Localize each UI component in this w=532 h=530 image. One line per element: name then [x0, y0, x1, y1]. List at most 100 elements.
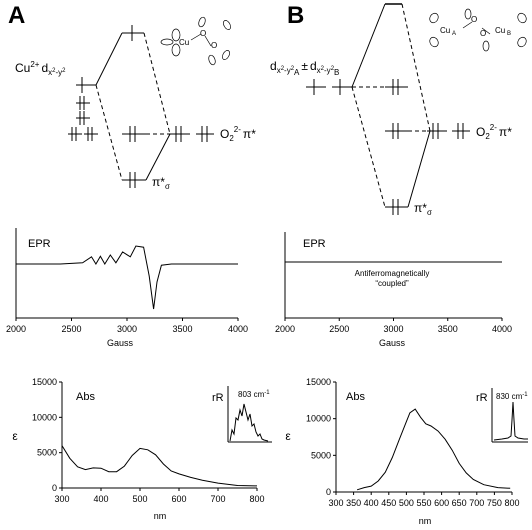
x-tick-label: 2000 [6, 324, 26, 334]
orbital-lobe [464, 8, 472, 20]
orbital-lobe [160, 38, 174, 46]
epr-b-xlabel: Gauss [379, 338, 406, 348]
orbital-lobe [429, 36, 439, 48]
abs-a-inset: rR 803 cm-1 [212, 386, 272, 443]
abs-a-title: Abs [76, 391, 95, 403]
abs-a-axes [61, 382, 257, 489]
structure-b-cub: Cu [495, 26, 505, 35]
x-tick-label: 300 [54, 494, 69, 504]
y-tick-label: 10000 [32, 412, 57, 422]
abs-a-inset-peak: 803 cm-1 [238, 390, 270, 399]
panel-letter-b: B [287, 2, 305, 29]
connector-solid [145, 133, 171, 181]
structure-b-cua: Cu [440, 26, 450, 35]
x-tick-label: 3500 [438, 324, 458, 334]
abs-a-xlabel: nm [154, 511, 167, 521]
bond [190, 33, 202, 41]
epr-b-annotation-line2: “coupled” [375, 279, 409, 288]
abs-a-inset-label: rR [212, 392, 224, 404]
panel-letter-a: A [8, 2, 26, 29]
abs-b-xlabel: nm [419, 516, 432, 526]
pi-sigma-label-b: π*σ [414, 201, 432, 217]
pi-sigma-label-a: π*σ [152, 175, 170, 191]
b-connector-solid [351, 3, 386, 88]
x-tick-label: 2000 [275, 324, 295, 334]
abs-b-title: Abs [346, 391, 365, 403]
x-tick-label: 300 [328, 498, 343, 508]
bond [481, 27, 491, 35]
x-tick-label: 400 [364, 498, 379, 508]
orbital-lobe [208, 54, 216, 66]
b-connector-dashed [351, 86, 386, 208]
y-tick-label: 0 [326, 487, 331, 497]
x-tick-label: 800 [249, 494, 264, 504]
orbital-lobe [223, 20, 231, 30]
epr-b-annotation-line1: Antiferromagnetically [355, 269, 430, 278]
x-tick-label: 2500 [329, 324, 349, 334]
x-tick-label: 3000 [383, 324, 403, 334]
abs-a-inset-trace [229, 403, 269, 442]
epr-b-x-ticks: 2000 2500 3000 3500 4000 [275, 318, 512, 334]
orbital-lobe [517, 36, 527, 48]
o2-label-b: O22- π* [476, 123, 512, 141]
y-tick-label: 0 [52, 483, 57, 493]
bond [204, 35, 212, 47]
x-tick-label: 2500 [61, 324, 81, 334]
abs-b-inset-label: rR [476, 392, 488, 404]
y-tick-label: 5000 [37, 448, 57, 458]
orbital-lobe [429, 12, 439, 24]
orbital-lobe [198, 16, 206, 28]
abs-a-y-ticks: 0 5000 10000 15000 [32, 377, 62, 493]
o2-label-a: O22- π* [220, 125, 256, 143]
structure-a-o1: O [200, 29, 206, 38]
x-tick-label: 600 [434, 498, 449, 508]
x-tick-label: 600 [171, 494, 186, 504]
abs-a-ylabel: ε [12, 429, 18, 443]
structure-a [160, 16, 231, 66]
orbital-lobe [171, 28, 181, 42]
orbital-lobe [171, 43, 181, 57]
structure-b [429, 8, 527, 52]
abs-b-inset: rR 830 cm-1 [476, 388, 528, 443]
x-tick-label: 650 [452, 498, 467, 508]
mo-diagram-b [306, 3, 470, 215]
epr-a-x-ticks: 2000 2500 3000 3500 4000 [6, 318, 248, 334]
x-tick-label: 500 [132, 494, 147, 504]
connector-solid [95, 32, 123, 86]
x-tick-label: 700 [469, 498, 484, 508]
abs-b-ylabel: ε [285, 429, 291, 443]
abs-b-series-line [356, 408, 511, 491]
x-tick-label: 550 [416, 498, 431, 508]
x-tick-label: 4000 [228, 324, 248, 334]
epr-a-xlabel: Gauss [107, 338, 134, 348]
x-tick-label: 800 [504, 498, 519, 508]
y-tick-label: 5000 [311, 450, 331, 460]
orbital-lobe [222, 50, 230, 60]
x-tick-label: 400 [93, 494, 108, 504]
structure-b-o2: O [480, 29, 486, 38]
structure-b-o1: O [471, 15, 477, 24]
y-tick-label: 10000 [306, 414, 331, 424]
x-tick-label: 350 [346, 498, 361, 508]
epr-b-title: EPR [303, 238, 326, 250]
structure-a-cu: Cu [179, 38, 189, 47]
x-tick-label: 700 [210, 494, 225, 504]
abs-b-x-ticks: 300 350 400 450 500 550 600 650 700 750 800 [328, 492, 520, 508]
orbital-lobe [482, 40, 490, 52]
orbital-lobe [517, 12, 527, 24]
abs-b-inset-peak: 830 cm-1 [496, 392, 528, 401]
x-tick-label: 750 [487, 498, 502, 508]
b-connector-solid [407, 130, 431, 208]
y-tick-label: 15000 [32, 377, 57, 387]
b-connector-dashed [401, 3, 431, 132]
structure-b-cub-sub: B [507, 31, 511, 37]
x-tick-label: 3000 [117, 324, 137, 334]
abs-b-y-ticks: 0 5000 10000 15000 [306, 377, 336, 497]
connector-dashed [95, 84, 123, 181]
structure-b-cua-sub: A [452, 31, 456, 37]
abs-b-inset-trace [493, 401, 528, 441]
structure-a-o2: O [211, 41, 217, 50]
d-label-b: dx2-y2A ± dx2-y2B [270, 59, 339, 77]
y-tick-label: 15000 [306, 377, 331, 387]
epr-a-title: EPR [28, 238, 51, 250]
